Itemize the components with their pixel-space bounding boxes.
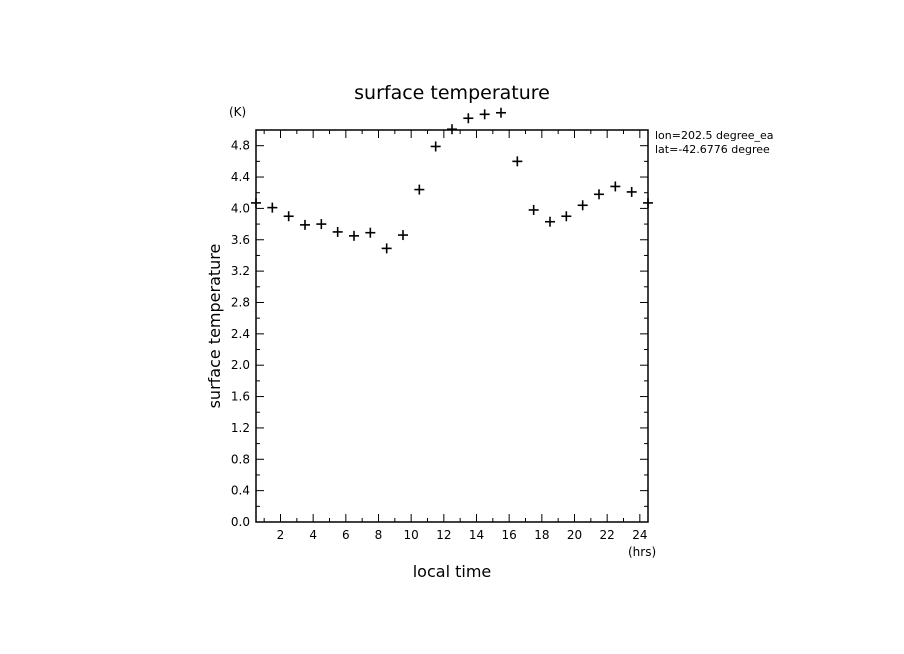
latitude-annotation: lat=-42.6776 degree bbox=[655, 143, 770, 156]
axis-ticks bbox=[256, 130, 648, 523]
y-unit-label: (K) bbox=[229, 105, 246, 119]
y-tick-label: 2.8 bbox=[231, 295, 250, 309]
y-tick-label: 0.8 bbox=[231, 452, 250, 466]
data-point bbox=[577, 200, 588, 211]
x-tick-label: 14 bbox=[469, 528, 484, 542]
x-tick-label: 16 bbox=[502, 528, 517, 542]
data-point bbox=[414, 184, 425, 195]
x-tick-label: 12 bbox=[436, 528, 451, 542]
x-tick-label: 4 bbox=[309, 528, 317, 542]
x-tick-label: 2 bbox=[277, 528, 285, 542]
data-point bbox=[626, 186, 637, 197]
x-tick-label: 24 bbox=[632, 528, 647, 542]
x-axis-title: local time bbox=[413, 562, 492, 581]
x-tick-label: 20 bbox=[567, 528, 582, 542]
chart-title: surface temperature bbox=[354, 82, 550, 104]
x-tick-label: 8 bbox=[375, 528, 383, 542]
x-tick-label: 10 bbox=[404, 528, 419, 542]
y-tick-label: 2.4 bbox=[231, 327, 250, 341]
plot-frame bbox=[255, 129, 649, 523]
data-points bbox=[251, 107, 653, 254]
data-point bbox=[430, 141, 441, 152]
y-tick-label: 2.0 bbox=[231, 358, 250, 372]
data-point bbox=[251, 197, 261, 208]
data-point bbox=[643, 197, 653, 208]
data-point bbox=[381, 243, 392, 254]
data-point bbox=[463, 113, 474, 124]
data-point bbox=[447, 124, 457, 135]
data-point bbox=[610, 181, 621, 192]
data-point bbox=[283, 211, 294, 222]
y-tick-label: 3.2 bbox=[231, 264, 250, 278]
tick-labels: 2 4 6 8 10 12 14 16 18 20 22 240.00.40.81.21.62.02.… bbox=[231, 139, 648, 542]
data-point bbox=[316, 219, 327, 230]
y-axis-title: surface temperature bbox=[205, 244, 224, 409]
y-tick-label: 0.0 bbox=[231, 515, 250, 529]
data-point bbox=[561, 211, 572, 222]
data-point bbox=[594, 189, 604, 200]
x-unit-label: (hrs) bbox=[628, 545, 656, 559]
data-point bbox=[496, 107, 506, 118]
data-point bbox=[365, 227, 376, 238]
data-point bbox=[349, 230, 359, 241]
data-point bbox=[267, 202, 278, 213]
x-tick-label: 22 bbox=[600, 528, 615, 542]
y-tick-label: 4.4 bbox=[231, 170, 250, 184]
y-tick-label: 4.0 bbox=[231, 201, 250, 215]
y-tick-label: 4.8 bbox=[231, 139, 250, 153]
x-tick-label: 18 bbox=[534, 528, 549, 542]
y-tick-label: 3.6 bbox=[231, 233, 250, 247]
longitude-annotation: lon=202.5 degree_ea bbox=[655, 129, 774, 142]
y-tick-label: 1.2 bbox=[231, 421, 250, 435]
data-point bbox=[545, 216, 555, 227]
data-point bbox=[300, 219, 310, 230]
y-tick-label: 0.4 bbox=[231, 484, 250, 498]
data-point bbox=[332, 226, 343, 237]
y-tick-label: 1.6 bbox=[231, 390, 250, 404]
data-point bbox=[512, 156, 523, 167]
data-point bbox=[398, 230, 408, 241]
data-point bbox=[479, 109, 490, 120]
x-tick-label: 6 bbox=[342, 528, 350, 542]
data-point bbox=[528, 204, 539, 215]
